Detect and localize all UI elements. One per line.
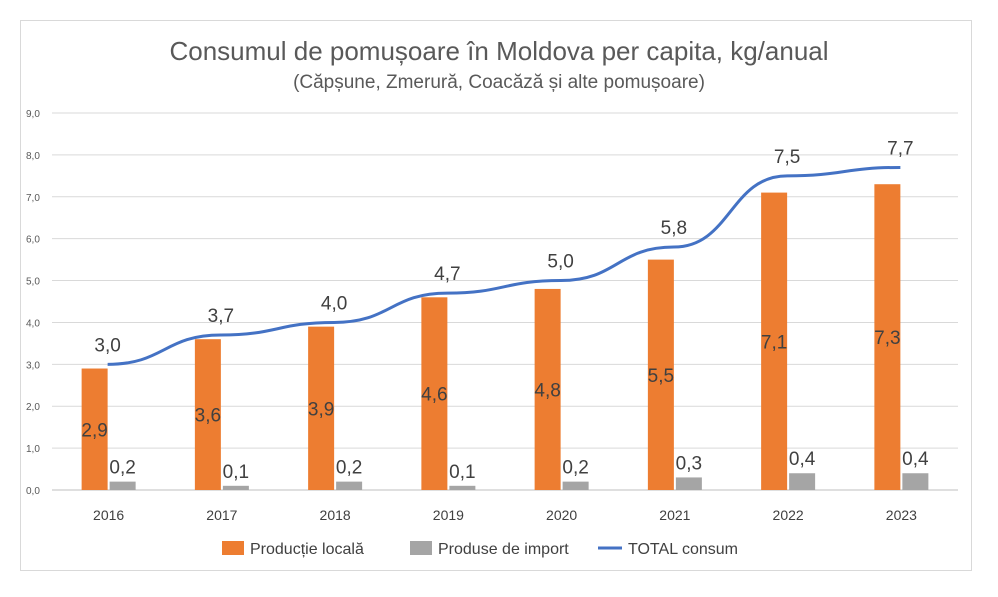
data-label: 0,4 (789, 449, 816, 470)
legend-label: Producție locală (250, 541, 364, 558)
line-data-label: 4,0 (321, 293, 347, 314)
y-tick-label: 9,0 (26, 109, 40, 120)
data-label: 7,1 (761, 332, 787, 353)
line-data-label: 3,0 (94, 335, 120, 356)
chart-title: Consumul de pomușoare în Moldova per cap… (169, 36, 829, 66)
bar-produse-de-import (562, 481, 589, 490)
bar-produc-ie-local- (647, 259, 674, 490)
bar-produse-de-import (789, 473, 816, 490)
chart-subtitle: (Căpșune, Zmerură, Coacăză și alte pomuș… (293, 72, 705, 93)
y-tick-label: 0,0 (26, 486, 40, 497)
bar-produc-ie-local- (308, 326, 335, 490)
bar-produse-de-import (109, 481, 136, 490)
line-data-label: 5,0 (547, 252, 573, 273)
bar-produc-ie-local- (421, 297, 448, 490)
line-data-label: 7,5 (774, 147, 800, 168)
x-tick-label: 2017 (206, 507, 237, 523)
legend-swatch (410, 541, 432, 555)
data-label: 3,9 (308, 399, 334, 420)
data-label: 3,6 (195, 406, 221, 427)
x-tick-label: 2020 (546, 507, 577, 523)
line-data-label: 3,7 (208, 306, 234, 327)
y-tick-label: 8,0 (26, 151, 40, 162)
x-tick-label: 2021 (659, 507, 690, 523)
bar-produc-ie-local- (534, 288, 561, 490)
bar-produse-de-import (336, 481, 363, 490)
data-label: 0,2 (109, 458, 135, 479)
bar-produse-de-import (222, 485, 249, 490)
legend-label: TOTAL consum (628, 541, 738, 558)
data-label: 0,4 (902, 449, 929, 470)
legend-label: Produse de import (438, 541, 569, 558)
data-label: 0,3 (676, 453, 702, 474)
bar-produc-ie-local- (194, 339, 221, 490)
x-tick-label: 2022 (773, 507, 804, 523)
bar-produse-de-import (902, 473, 929, 490)
bar-produse-de-import (675, 477, 702, 490)
x-tick-label: 2018 (320, 507, 351, 523)
y-tick-label: 5,0 (26, 277, 40, 288)
line-data-label: 4,7 (434, 264, 460, 285)
data-label: 4,6 (421, 385, 447, 406)
y-tick-label: 4,0 (26, 318, 40, 329)
line-data-label: 7,7 (887, 138, 913, 159)
data-label: 4,8 (534, 380, 560, 401)
data-label: 0,1 (449, 462, 475, 483)
data-label: 0,1 (223, 462, 249, 483)
data-label: 0,2 (562, 458, 588, 479)
series-line-total-consum (107, 165, 901, 366)
y-tick-label: 3,0 (26, 360, 40, 371)
data-label: 5,5 (648, 366, 674, 387)
y-tick-label: 6,0 (26, 235, 40, 246)
data-label: 7,3 (874, 328, 900, 349)
y-tick-label: 2,0 (26, 402, 40, 413)
x-tick-label: 2019 (433, 507, 464, 523)
y-tick-label: 7,0 (26, 193, 40, 204)
x-tick-label: 2016 (93, 507, 124, 523)
data-label: 0,2 (336, 458, 362, 479)
bar-produse-de-import (449, 485, 476, 490)
bar-produc-ie-local- (761, 192, 788, 491)
bar-produc-ie-local- (81, 368, 108, 490)
data-label: 2,9 (81, 420, 107, 441)
x-tick-label: 2023 (886, 507, 917, 523)
bar-produc-ie-local- (874, 184, 901, 490)
line-data-label: 5,8 (661, 218, 687, 239)
y-tick-label: 1,0 (26, 444, 40, 455)
legend-swatch (222, 541, 244, 555)
